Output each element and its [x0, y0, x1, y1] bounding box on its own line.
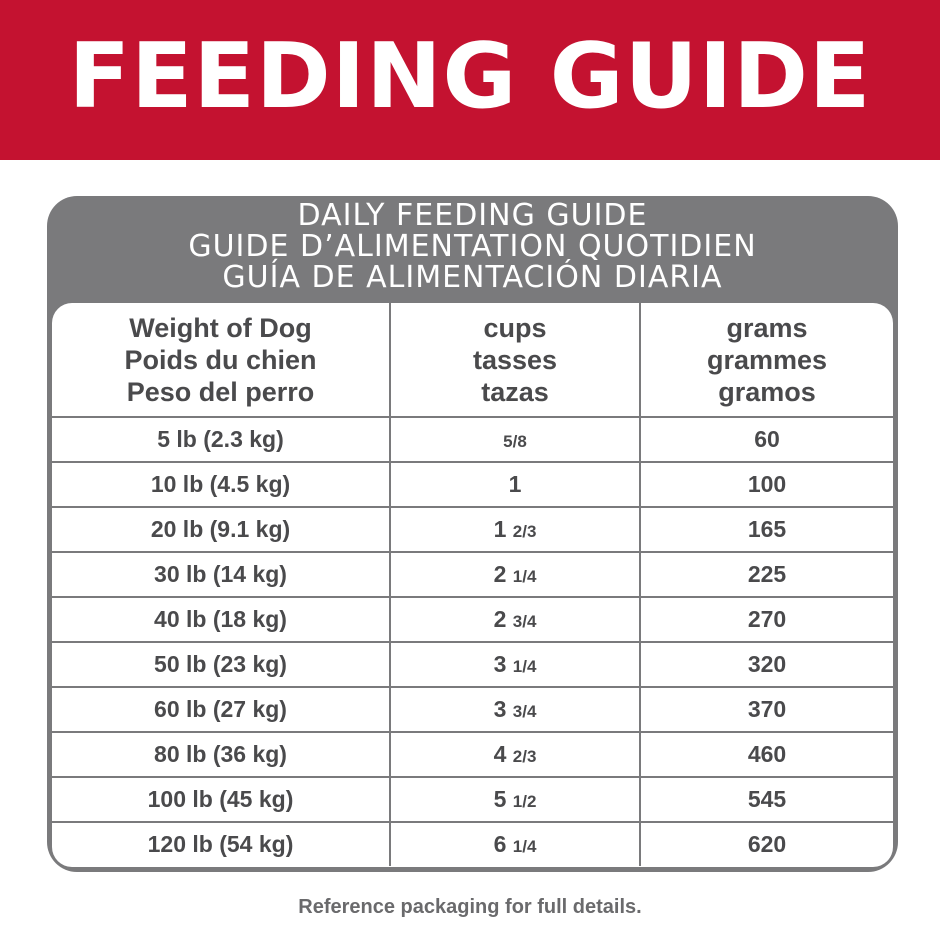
- table-row: 5 lb (2.3 kg) 5/8 60: [52, 417, 893, 462]
- cups-fraction: 3/4: [512, 702, 537, 721]
- cups-cell: 6 1/4: [389, 821, 640, 866]
- cups-cell: 5 1/2: [389, 776, 640, 822]
- column-header-fr: tasses: [472, 344, 558, 375]
- grams-cell: 460: [639, 731, 893, 777]
- column-header-fr: Poids du chien: [124, 344, 317, 375]
- grams-cell: 545: [639, 776, 893, 822]
- weight-cell: 20 lb (9.1 kg): [52, 506, 390, 552]
- column-header-weight: Weight of Dog Poids du chien Peso del pe…: [52, 303, 390, 418]
- weight-cell: 40 lb (18 kg): [52, 596, 390, 642]
- table-row: 50 lb (23 kg) 3 1/4 320: [52, 641, 893, 687]
- table-row: 40 lb (18 kg) 2 3/4 270: [52, 596, 893, 642]
- table-row: 20 lb (9.1 kg) 1 2/3 165: [52, 506, 893, 552]
- column-header-es: gramos: [718, 376, 816, 407]
- cups-cell: 1: [389, 461, 640, 507]
- cups-whole: 4: [493, 741, 507, 767]
- weight-cell: 50 lb (23 kg): [52, 641, 390, 687]
- cups-whole: 6: [493, 831, 507, 857]
- weight-cell: 10 lb (4.5 kg): [52, 461, 390, 507]
- guide-header-fr: GUIDE D’ALIMENTATION QUOTIDIEN: [188, 229, 757, 264]
- grams-cell: 270: [639, 596, 893, 642]
- feeding-guide-panel: DAILY FEEDING GUIDE GUIDE D’ALIMENTATION…: [47, 196, 898, 872]
- cups-whole: 1: [508, 471, 522, 497]
- table-row: 100 lb (45 kg) 5 1/2 545: [52, 776, 893, 822]
- cups-fraction: 5/8: [503, 432, 527, 451]
- cups-fraction: 3/4: [512, 612, 537, 631]
- cups-fraction: 1/4: [512, 657, 537, 676]
- guide-header-es: GUÍA DE ALIMENTACIÓN DIARIA: [222, 260, 723, 295]
- grams-cell: 620: [639, 821, 893, 866]
- column-header-en: Weight of Dog: [129, 312, 312, 343]
- table-body: 5 lb (2.3 kg) 5/8 60 10 lb (4.5 kg) 1 10…: [52, 417, 893, 866]
- cups-whole: 3: [493, 651, 507, 677]
- cups-whole: 3: [493, 696, 507, 722]
- weight-cell: 5 lb (2.3 kg): [157, 426, 284, 452]
- table-row: 30 lb (14 kg) 2 1/4 225: [52, 551, 893, 597]
- weight-cell: 100 lb (45 kg): [52, 776, 390, 822]
- grams-cell: 225: [639, 551, 893, 597]
- cups-cell: 4 2/3: [389, 731, 640, 777]
- column-header-es: Peso del perro: [126, 376, 315, 407]
- grams-cell: 100: [639, 461, 893, 507]
- cups-cell: 2 1/4: [389, 551, 640, 597]
- feeding-table: Weight of Dog Poids du chien Peso del pe…: [52, 303, 893, 866]
- cups-cell: 2 3/4: [389, 596, 640, 642]
- table-row: 80 lb (36 kg) 4 2/3 460: [52, 731, 893, 777]
- weight-cell: 80 lb (36 kg): [52, 731, 390, 777]
- cups-fraction: 1/4: [512, 567, 537, 586]
- cups-fraction: 1/4: [512, 837, 537, 856]
- grams-cell: 320: [639, 641, 893, 687]
- title-banner: FEEDING GUIDE: [0, 0, 940, 160]
- cups-cell: 3 1/4: [389, 641, 640, 687]
- table-header-row: Weight of Dog Poids du chien Peso del pe…: [52, 303, 893, 418]
- column-header-en: grams: [726, 312, 808, 343]
- cups-whole: 5: [493, 786, 507, 812]
- cups-fraction: 2/3: [512, 747, 537, 766]
- column-header-fr: grammes: [706, 344, 828, 375]
- cups-fraction: 2/3: [512, 522, 537, 541]
- weight-cell: 30 lb (14 kg): [52, 551, 390, 597]
- table-row: 60 lb (27 kg) 3 3/4 370: [52, 686, 893, 732]
- cups-whole: 1: [493, 516, 507, 542]
- grams-cell: 165: [639, 506, 893, 552]
- cups-fraction: 1/2: [512, 792, 537, 811]
- cups-whole: 2: [493, 606, 507, 632]
- column-header-en: cups: [483, 312, 547, 343]
- column-header-grams: grams grammes gramos: [639, 303, 893, 418]
- cups-cell: 3 3/4: [389, 686, 640, 732]
- column-header-es: tazas: [481, 376, 549, 407]
- feeding-table-container: Weight of Dog Poids du chien Peso del pe…: [52, 303, 893, 867]
- weight-cell: 60 lb (27 kg): [52, 686, 390, 732]
- guide-header-en: DAILY FEEDING GUIDE: [297, 198, 648, 233]
- cups-cell: 5/8: [389, 417, 640, 462]
- grams-cell: 370: [639, 686, 893, 732]
- guide-header: DAILY FEEDING GUIDE GUIDE D’ALIMENTATION…: [47, 200, 898, 293]
- grams-cell: 60: [639, 417, 893, 462]
- weight-cell: 120 lb (54 kg): [52, 821, 390, 866]
- page-title: FEEDING GUIDE: [68, 24, 872, 129]
- table-row: 10 lb (4.5 kg) 1 100: [52, 461, 893, 507]
- cups-whole: 2: [493, 561, 507, 587]
- table-row: 120 lb (54 kg) 6 1/4 620: [52, 821, 893, 866]
- cups-cell: 1 2/3: [389, 506, 640, 552]
- footer-note: Reference packaging for full details.: [298, 896, 642, 918]
- column-header-cups: cups tasses tazas: [389, 303, 640, 418]
